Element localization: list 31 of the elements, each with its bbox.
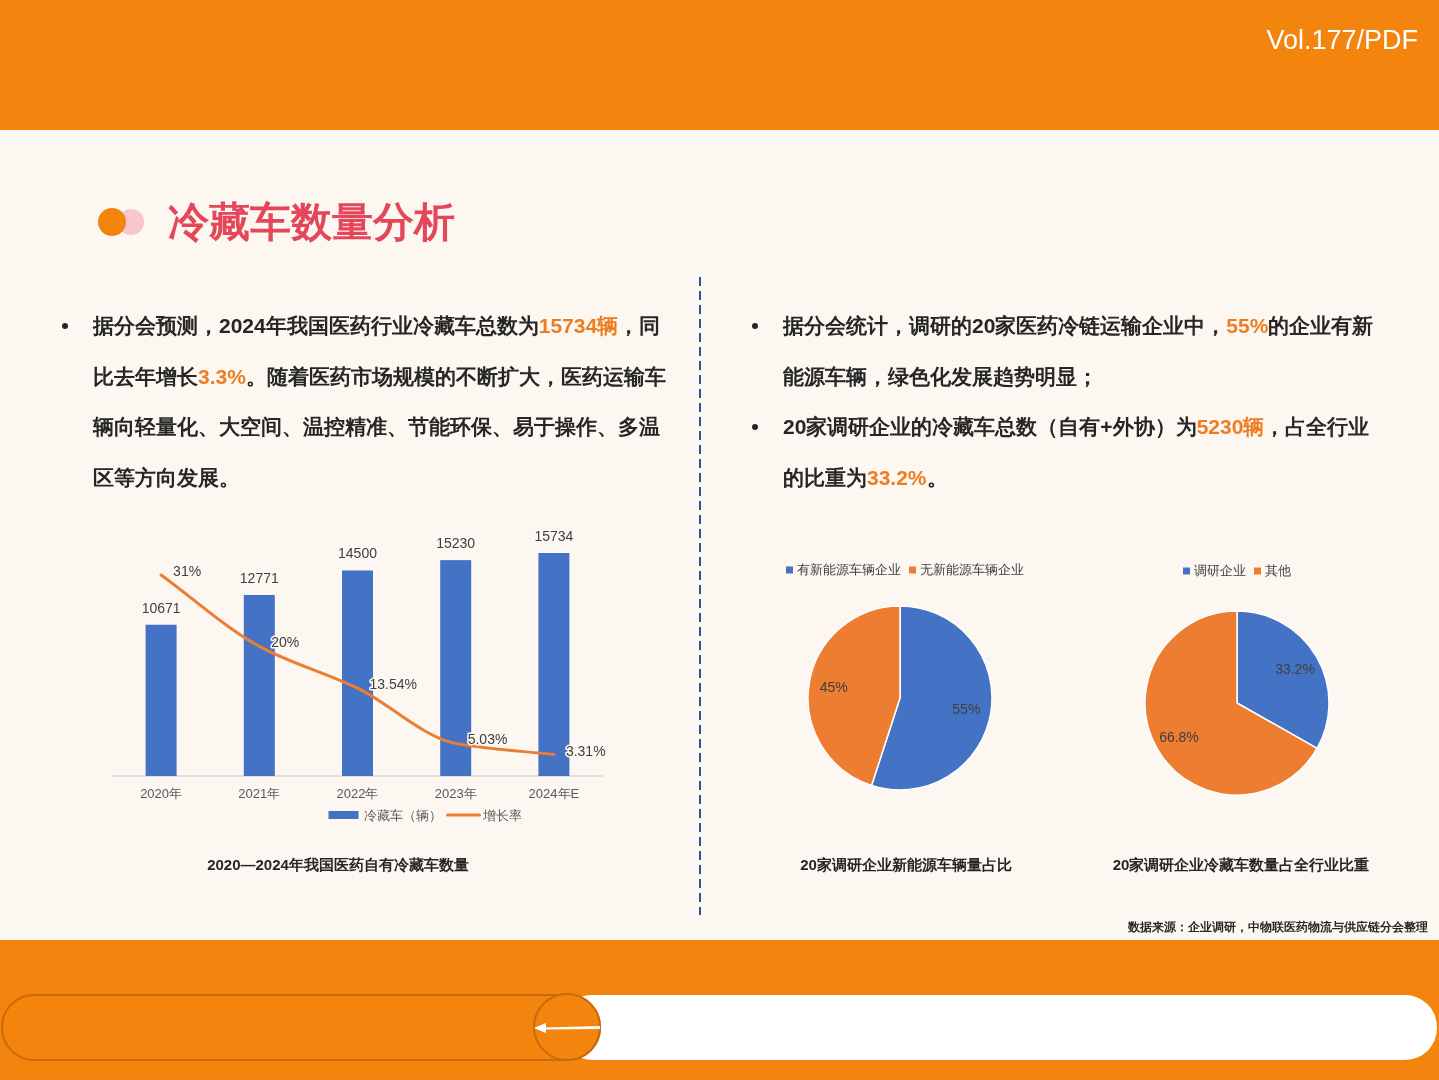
legend-label: 无新能源车辆企业 — [920, 563, 1024, 577]
x-tick-label: 2024年E — [528, 785, 580, 801]
source-note: 数据来源：企业调研，中物联医药物流与供应链分会整理 — [1128, 919, 1428, 935]
x-tick-label: 2023年 — [434, 785, 477, 801]
data-label: 31% — [173, 563, 202, 579]
bar — [145, 624, 177, 776]
legend-label: 冷藏车（辆） — [363, 807, 442, 823]
x-tick-label: 2020年 — [140, 785, 183, 801]
text: 据分会预测，2024年我国医药行业冷藏车总数为15734辆，同比去年增长3.3%。随着医药市场规模的不断扩大，医药运输车辆向轻量化、大空间、温控精准、节能环保、易于操作、多温区等方向发展。 — [93, 314, 666, 489]
text: 冷藏车数量分析 — [168, 198, 455, 247]
legend-label: 有新能源车辆企业 — [797, 563, 901, 577]
text: 20家调研企业的冷藏车总数（自有+外协）为5230辆，占全行业的比重为33.2%。 — [783, 415, 1370, 489]
text: Vol.177/PDF — [1266, 24, 1418, 57]
data-label: 33.2% — [1275, 661, 1315, 678]
data-label: 66.8% — [1159, 728, 1199, 745]
x-tick-label: 2021年 — [238, 785, 281, 801]
data-label: 15734 — [534, 528, 574, 544]
legend-label: 增长率 — [481, 807, 522, 823]
data-label: 12771 — [239, 569, 279, 586]
data-label: 55% — [952, 700, 981, 717]
text: 20家调研企业新能源车辆量占比 — [799, 855, 1013, 875]
text: 20家调研企业冷藏车数量占全行业比重 — [1111, 855, 1371, 875]
text: 2020—2024年我国医药自有冷藏车数量 — [206, 855, 470, 875]
data-label: 10671 — [141, 599, 181, 616]
data-label: 45% — [819, 679, 848, 696]
x-tick-label: 2022年 — [336, 785, 379, 801]
data-label: 14500 — [338, 545, 378, 562]
legend-label: 其他 — [1265, 564, 1291, 578]
legend-label: 调研企业 — [1194, 564, 1246, 578]
data-label: 15230 — [436, 535, 476, 552]
text: 据分会统计，调研的20家医药冷链运输企业中，55%的企业有新能源车辆，绿色化发展趋势明显； — [783, 314, 1374, 388]
